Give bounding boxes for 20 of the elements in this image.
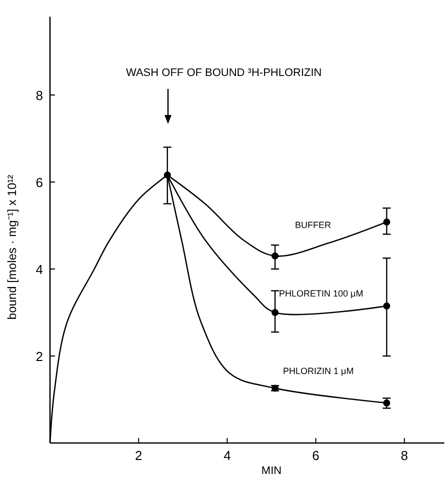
x-tick-label: 6	[312, 448, 320, 463]
point	[383, 302, 390, 310]
series-label: PHLORIZIN 1 μM	[283, 366, 354, 376]
y-axis-title: bound [moles · mg⁻¹] x 10¹²	[5, 174, 19, 320]
point	[383, 399, 390, 406]
annotation: WASH OFF OF BOUND ³H-PHLORIZIN	[126, 67, 322, 79]
point	[383, 218, 390, 226]
point	[272, 309, 279, 316]
x-tick-label: 4	[224, 448, 231, 463]
point	[164, 172, 171, 179]
y-tick-label: 6	[36, 175, 43, 190]
x-tick-label: 8	[400, 448, 408, 463]
point	[272, 252, 279, 260]
y-tick-label: 4	[36, 262, 43, 277]
x-axis-title: MIN	[261, 465, 282, 477]
series-label: BUFFER	[295, 220, 332, 230]
y-tick-label: 2	[36, 349, 43, 364]
y-tick-label: 8	[36, 88, 43, 103]
x-tick-label: 2	[134, 448, 142, 463]
series-label: PHLORETIN 100 μM	[279, 288, 364, 298]
